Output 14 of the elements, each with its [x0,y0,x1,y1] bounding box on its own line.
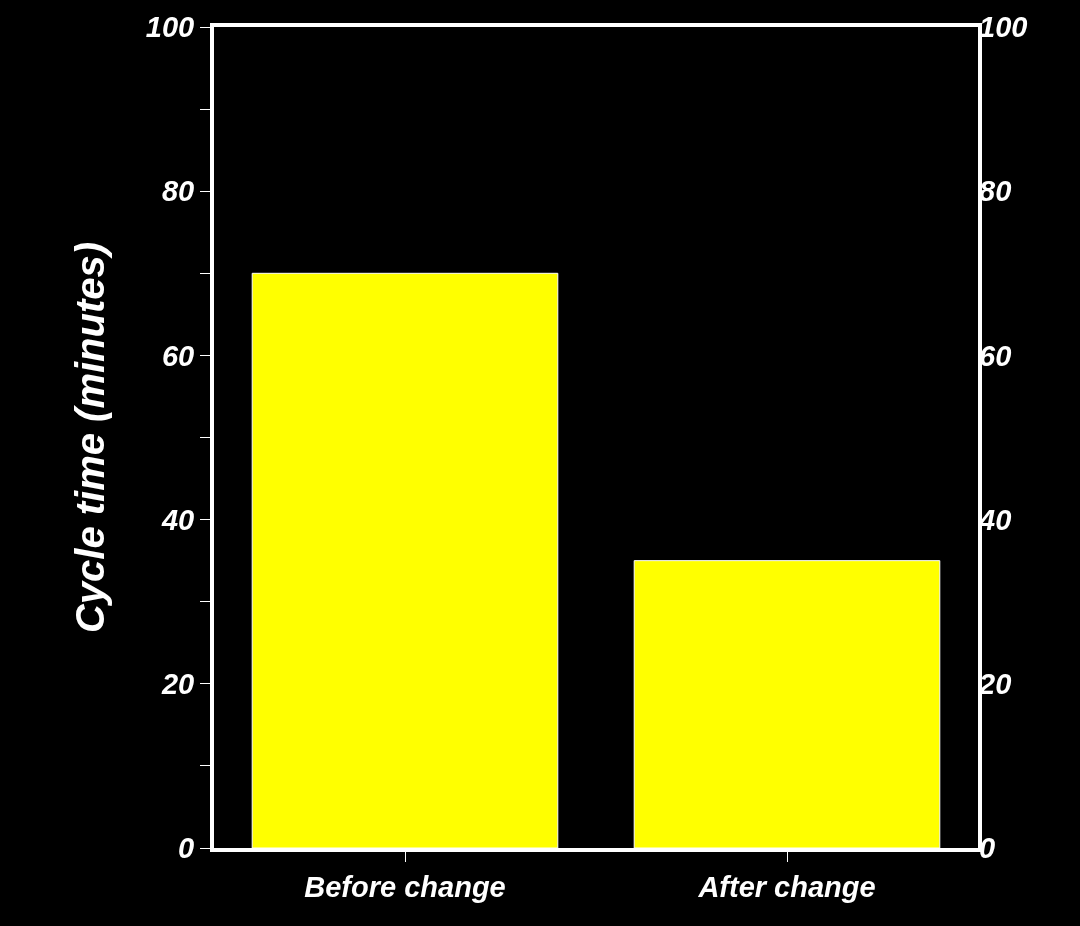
y-tick-label: 80 [161,175,195,208]
y2-tick-label: 40 [978,503,1012,536]
x-tick-label: Before change [304,870,506,903]
y2-tick-label: 20 [978,667,1012,700]
y-axis-title: Cycle time (minutes) [67,241,112,634]
y-tick-label: 0 [178,832,195,865]
x-tick-label: After change [697,870,876,903]
y2-tick-label: 60 [979,339,1012,372]
y-tick-label: 40 [160,503,195,536]
y-tick-label: 20 [160,667,195,700]
y2-tick-label: 100 [979,11,1028,44]
y-tick-label: 60 [161,339,195,372]
y2-tick-label: 80 [979,175,1012,208]
y-tick-label: 100 [145,11,195,44]
